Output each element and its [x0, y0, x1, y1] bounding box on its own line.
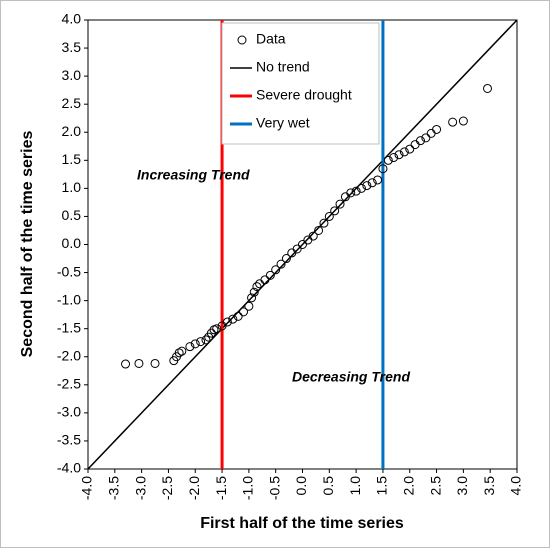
- data-point: [362, 181, 372, 191]
- legend-symbol: [237, 35, 247, 45]
- data-point: [314, 225, 324, 235]
- data-point: [244, 301, 254, 311]
- x-tick-label: -0.5: [266, 476, 282, 500]
- x-tick-label: 0.5: [320, 476, 336, 496]
- y-tick-label: 2.0: [62, 123, 82, 139]
- data-point: [260, 275, 270, 285]
- data-point: [432, 124, 442, 134]
- data-point: [351, 186, 361, 196]
- y-tick-label: 1.5: [62, 151, 82, 167]
- data-point: [394, 150, 404, 160]
- y-tick-label: 3.0: [62, 67, 82, 83]
- annotation: Increasing Trend: [137, 167, 250, 183]
- data-point: [174, 348, 184, 358]
- data-point: [196, 337, 206, 347]
- data-point: [281, 254, 291, 264]
- data-point: [356, 183, 366, 193]
- data-point: [249, 287, 259, 297]
- data-point: [330, 206, 340, 216]
- data-point: [383, 155, 393, 165]
- data-point: [458, 116, 468, 126]
- data-point: [319, 218, 329, 228]
- y-tick-label: 1.0: [62, 179, 82, 195]
- data-point: [134, 358, 144, 368]
- data-point: [212, 324, 222, 334]
- data-point: [271, 265, 281, 275]
- data-point: [399, 147, 409, 157]
- data-point: [335, 199, 345, 209]
- x-tick-label: 2.5: [427, 476, 443, 496]
- data-point: [239, 307, 249, 317]
- legend-label: Severe drought: [256, 87, 352, 103]
- legend-label: No trend: [256, 59, 310, 75]
- data-point: [389, 153, 399, 163]
- annotation: Decreasing Trend: [292, 369, 410, 385]
- y-tick-label: -2.5: [57, 376, 81, 392]
- data-point: [222, 317, 232, 327]
- data-point: [405, 144, 415, 154]
- x-axis-title: First half of the time series: [200, 515, 404, 532]
- data-point: [415, 136, 425, 146]
- y-axis-title: Second half of the time series: [19, 131, 36, 358]
- data-point: [201, 335, 211, 345]
- data-point: [190, 339, 200, 349]
- data-point: [346, 188, 356, 198]
- data-point: [483, 83, 493, 93]
- y-tick-label: -4.0: [57, 460, 81, 476]
- data-point: [150, 358, 160, 368]
- y-tick-label: -2.0: [57, 347, 81, 363]
- x-tick-label: 3.5: [481, 476, 497, 496]
- x-tick-label: 2.0: [400, 476, 416, 496]
- data-point: [373, 175, 383, 185]
- y-tick-label: -3.0: [57, 404, 81, 420]
- legend-label: Data: [256, 31, 286, 47]
- x-tick-label: 1.0: [347, 476, 363, 496]
- x-tick-label: -2.5: [159, 476, 175, 500]
- data-point: [177, 346, 187, 356]
- data-point: [185, 342, 195, 352]
- y-tick-label: -3.5: [57, 432, 81, 448]
- legend-label: Very wet: [256, 115, 310, 131]
- data-point: [324, 211, 334, 221]
- x-tick-label: -3.5: [106, 476, 122, 500]
- data-point: [276, 259, 286, 269]
- x-tick-label: 0.0: [293, 476, 309, 496]
- y-tick-label: 0.0: [62, 235, 82, 251]
- x-tick-label: 4.0: [508, 476, 524, 496]
- data-point: [367, 178, 377, 188]
- y-tick-label: -1.0: [57, 291, 81, 307]
- y-tick-label: 2.5: [62, 95, 82, 111]
- data-point: [292, 244, 302, 254]
- x-tick-label: 3.0: [454, 476, 470, 496]
- data-point: [228, 314, 238, 324]
- data-point: [247, 293, 257, 303]
- data-point: [448, 117, 458, 127]
- data-point: [421, 133, 431, 143]
- data-point: [308, 231, 318, 241]
- x-tick-label: 1.5: [374, 476, 390, 496]
- y-tick-label: 4.0: [62, 11, 82, 27]
- data-point: [378, 164, 388, 174]
- no-trend-line: [87, 19, 518, 470]
- data-point: [121, 359, 131, 369]
- y-tick-label: -0.5: [57, 263, 81, 279]
- x-tick-label: -1.0: [240, 476, 256, 500]
- x-tick-label: -3.0: [132, 476, 148, 500]
- y-tick-label: -1.5: [57, 319, 81, 335]
- y-tick-label: 3.5: [62, 39, 82, 55]
- x-tick-label: -4.0: [79, 476, 95, 500]
- x-tick-label: -1.5: [213, 476, 229, 500]
- x-tick-label: -2.0: [186, 476, 202, 500]
- y-tick-label: 0.5: [62, 207, 82, 223]
- data-point: [252, 282, 262, 292]
- data-point: [265, 270, 275, 280]
- data-point: [298, 240, 307, 249]
- data-point: [233, 311, 243, 321]
